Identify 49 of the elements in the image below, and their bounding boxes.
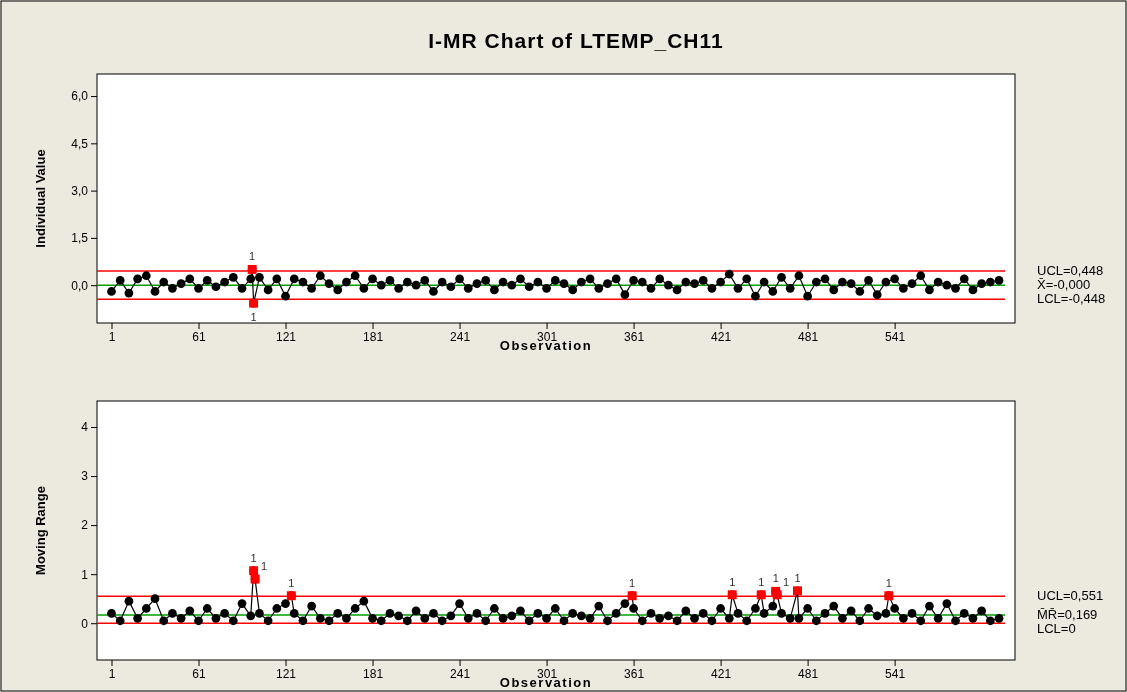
annotation: 1 [249, 250, 256, 263]
y-tick-label: 1,5 [71, 231, 89, 246]
x-tick-label: 481 [798, 666, 819, 681]
x-tick-label: 121 [276, 666, 297, 681]
ref-line-label: X̄=-0,000 [1037, 277, 1091, 293]
y-tick-label: 1 [81, 567, 89, 582]
y-axis-title: Moving Range [33, 486, 48, 575]
x-tick-label: 181 [363, 666, 384, 681]
x-tick-label: 61 [192, 666, 207, 681]
annotation: 1 [783, 575, 790, 588]
x-tick-label: 421 [711, 329, 732, 344]
annotation: 1 [772, 572, 779, 585]
x-tick-label: 1 [108, 329, 116, 344]
x-tick-label: 541 [885, 329, 906, 344]
chart-title: I-MR Chart of LTEMP_CH11 [428, 29, 724, 52]
annotation: 1 [758, 575, 765, 588]
y-tick-label: 4,5 [71, 136, 89, 151]
annotation: 1 [629, 576, 636, 589]
x-tick-label: 241 [450, 329, 471, 344]
x-tick-label: 1 [108, 666, 116, 681]
annotation: 1 [250, 551, 257, 564]
annotation: 1 [288, 576, 295, 589]
ref-line-label: UCL=0,448 [1037, 263, 1104, 279]
y-tick-label: 3,0 [71, 183, 89, 198]
ref-line-label: LCL=0 [1037, 620, 1076, 636]
x-tick-label: 181 [363, 329, 384, 344]
annotation: 1 [885, 576, 892, 589]
x-tick-label: 541 [885, 666, 906, 681]
y-tick-label: 0,0 [71, 278, 89, 293]
y-tick-label: 2 [81, 518, 89, 533]
annotation: 1 [250, 311, 257, 324]
x-tick-label: 121 [276, 329, 297, 344]
annotation: 1 [794, 571, 801, 584]
y-axis-title: Individual Value [33, 149, 48, 248]
ref-line-label: LCL=-0,448 [1037, 291, 1106, 307]
x-tick-label: 361 [624, 329, 645, 344]
x-tick-label: 61 [192, 329, 207, 344]
annotation: 1 [261, 560, 268, 573]
y-tick-label: 0 [81, 616, 89, 631]
x-tick-label: 361 [624, 666, 645, 681]
ref-line-label: UCL=0,551 [1037, 588, 1104, 604]
annotation: 1 [729, 575, 736, 588]
y-tick-label: 6,0 [71, 89, 89, 104]
x-tick-label: 241 [450, 666, 471, 681]
ref-line-label: M̄R̄=0,169 [1037, 606, 1098, 622]
x-tick-label: 481 [798, 329, 819, 344]
y-tick-label: 3 [81, 469, 89, 484]
y-tick-label: 4 [81, 420, 89, 435]
x-tick-label: 421 [711, 666, 732, 681]
